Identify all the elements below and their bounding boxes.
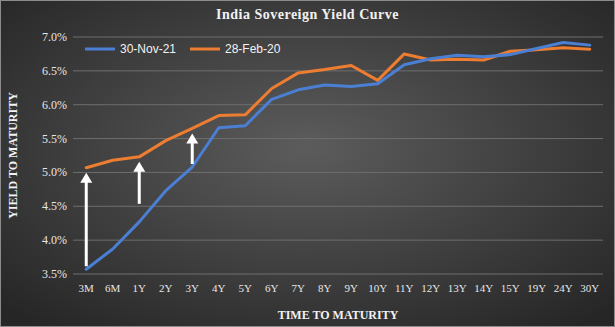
legend-swatch [85, 48, 115, 51]
background [1, 1, 615, 327]
x-tick-label: 12Y [421, 282, 440, 294]
grid-line [73, 104, 603, 105]
title: India Sovereign Yield Curve [216, 7, 399, 22]
x-tick-label: 15Y [501, 282, 520, 294]
x-tick-label: 11Y [395, 282, 414, 294]
x-tick-label: 3M [79, 282, 95, 294]
x-tick-label: 13Y [448, 282, 467, 294]
x-tick-label: 6Y [265, 282, 279, 294]
x-tick-label: 2Y [159, 282, 173, 294]
y-tick-label: 5.5% [42, 132, 67, 146]
series-line [86, 48, 590, 168]
y-tick-label: 7.0% [42, 30, 67, 44]
x-tick-label: 19Y [527, 282, 546, 294]
chart: 3.5% 4.0% 4.5% 5.0% 5.5% 6.0% 6.5% 7.0% 3M 6M 1Y 2Y… [0, 0, 615, 327]
arrow-head [133, 162, 145, 172]
y-tick-label: 4.0% [42, 233, 67, 247]
x-tick-label: 1Y [133, 282, 147, 294]
x-tick-label: 6M [105, 282, 121, 294]
arrow-shaft [191, 142, 194, 164]
x-tick-label: 7Y [292, 282, 306, 294]
y-tick-label: 5.0% [42, 165, 67, 179]
y-tick-label: 6.5% [42, 64, 67, 78]
grid-line [73, 240, 603, 241]
arrow-head [80, 173, 92, 183]
grid-line [73, 172, 603, 173]
y-tick-label: 4.5% [42, 199, 67, 213]
x-tick-label: 5Y [239, 282, 253, 294]
x-tick-label: 8Y [318, 282, 332, 294]
grid-line [73, 37, 603, 38]
grid-line [73, 274, 603, 275]
legend-label: 28-Feb-20 [225, 42, 281, 56]
y-tick-label: 6.0% [42, 98, 67, 112]
y-axis-title: YIELD TO MATURITY [6, 92, 20, 219]
arrow-shaft [85, 182, 88, 267]
x-axis-title: TIME TO MATURITY [278, 308, 399, 322]
x-tick-label: 4Y [212, 282, 226, 294]
arrow-head [186, 133, 198, 143]
x-tick-label: 14Y [474, 282, 493, 294]
legend-swatch [190, 48, 220, 51]
legend-label: 30-Nov-21 [120, 42, 176, 56]
plot-area [86, 42, 590, 269]
legend: 30-Nov-21 28-Feb-20 [85, 42, 281, 56]
x-tick-label: 30Y [580, 282, 599, 294]
series-line [86, 42, 590, 269]
x-tick-label: 24Y [554, 282, 573, 294]
x-tick-label: 3Y [186, 282, 200, 294]
chart-wrap: 3.5% 4.0% 4.5% 5.0% 5.5% 6.0% 6.5% 7.0% 3M 6M 1Y 2Y… [0, 0, 615, 327]
grid-line [73, 70, 603, 71]
y-tick-label: 3.5% [42, 267, 67, 281]
x-tick-label: 10Y [368, 282, 387, 294]
grid-line [73, 138, 603, 139]
arrow-shaft [138, 171, 141, 204]
x-tick-label: 9Y [345, 282, 359, 294]
